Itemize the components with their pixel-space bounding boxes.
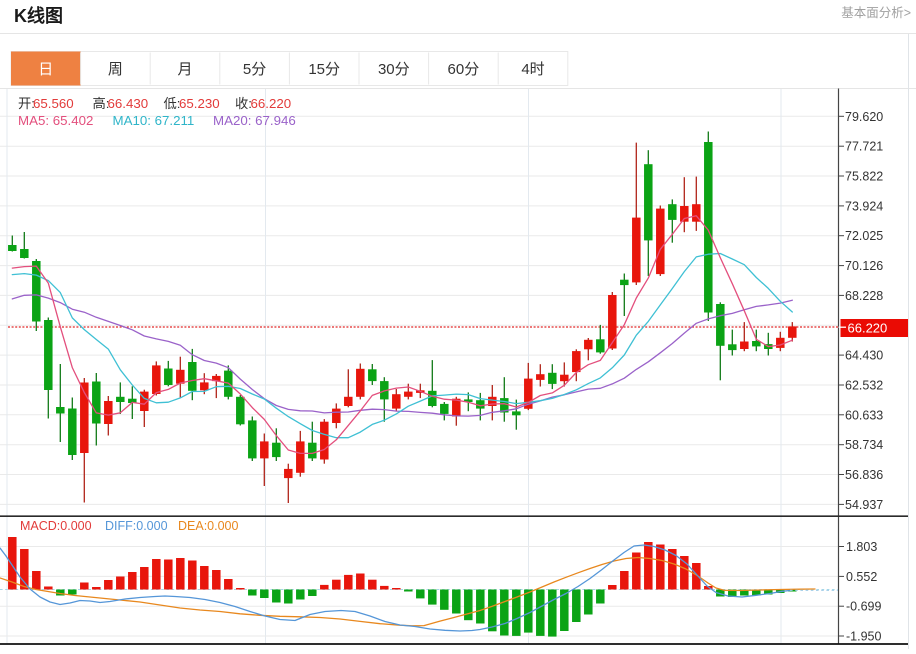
svg-text:72.025: 72.025: [845, 229, 883, 243]
svg-text:DIFF:0.000: DIFF:0.000: [105, 519, 168, 533]
svg-text:月: 月: [177, 61, 192, 78]
svg-text:77.721: 77.721: [845, 140, 883, 154]
svg-text:-0.699: -0.699: [846, 600, 881, 614]
svg-text:K线图: K线图: [14, 5, 63, 26]
svg-text:64.430: 64.430: [845, 349, 883, 363]
svg-text:周: 周: [108, 61, 123, 78]
svg-text:79.620: 79.620: [845, 110, 883, 124]
svg-text:日: 日: [38, 61, 53, 78]
svg-text:-1.950: -1.950: [846, 630, 881, 644]
svg-text:60分: 60分: [448, 61, 480, 78]
svg-text:68.228: 68.228: [845, 289, 883, 303]
svg-text:62.532: 62.532: [845, 379, 883, 393]
svg-text:56.836: 56.836: [845, 468, 883, 482]
svg-text:基本面分析>: 基本面分析>: [841, 6, 911, 20]
svg-text:75.822: 75.822: [845, 170, 883, 184]
svg-text:4时: 4时: [521, 61, 544, 78]
svg-text:73.924: 73.924: [845, 199, 883, 213]
svg-text:DEA:0.000: DEA:0.000: [178, 519, 239, 533]
svg-text:1.803: 1.803: [846, 540, 877, 554]
svg-text:58.734: 58.734: [845, 438, 883, 452]
svg-text:30分: 30分: [378, 61, 410, 78]
svg-text:66.220: 66.220: [848, 321, 888, 336]
svg-text:54.937: 54.937: [845, 498, 883, 512]
svg-text:0.552: 0.552: [846, 570, 877, 584]
svg-text:60.633: 60.633: [845, 408, 883, 422]
svg-text:5分: 5分: [243, 61, 266, 78]
svg-text:15分: 15分: [308, 61, 340, 78]
svg-text:70.126: 70.126: [845, 259, 883, 273]
svg-text:MACD:0.000: MACD:0.000: [20, 519, 92, 533]
